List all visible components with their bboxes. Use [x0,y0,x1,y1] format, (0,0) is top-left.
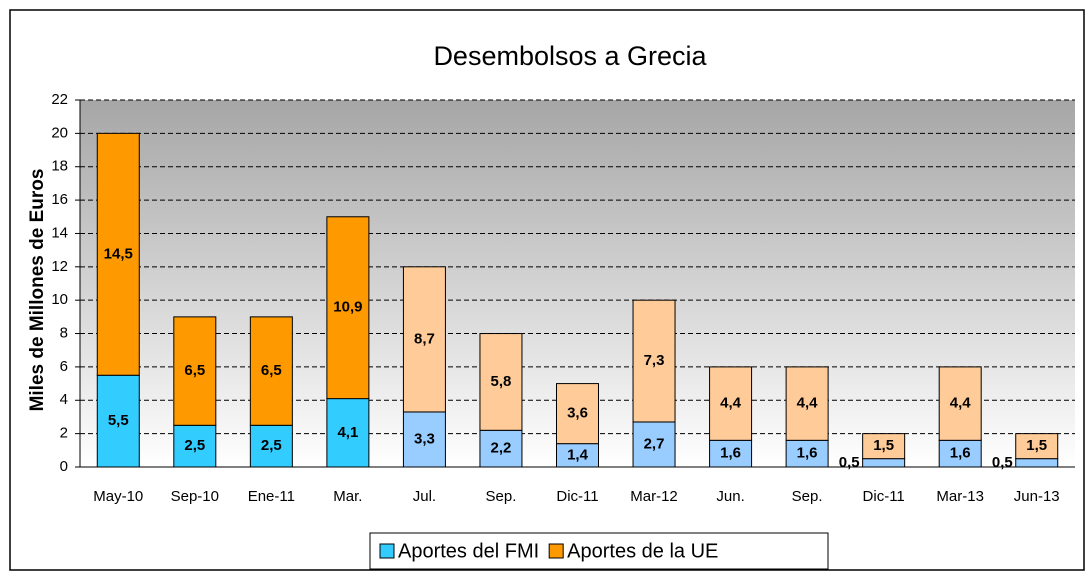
y-tick-label: 16 [51,191,68,208]
x-tick-label: Ene-11 [248,488,295,505]
value-label: 14,5 [104,245,133,262]
bar-segment [249,316,293,426]
value-label: 8,7 [414,330,435,347]
value-label: 0,5 [992,454,1013,471]
x-tick-label: Dic-11 [863,488,905,505]
value-label: 1,5 [873,437,894,454]
value-label: 2,7 [644,435,665,452]
x-tick-label: Mar-12 [630,488,678,505]
value-label: 1,6 [950,445,971,462]
value-label: 4,4 [950,395,972,412]
value-label: 0,5 [839,454,860,471]
bar-segment [326,398,370,468]
value-label: 3,6 [567,405,588,422]
y-tick-label: 20 [51,124,68,141]
bar-segment [556,383,599,445]
value-label: 1,6 [720,445,741,462]
bar-segment [632,299,676,423]
y-tick-label: 4 [60,391,68,408]
value-label: 5,5 [108,412,129,429]
legend-swatch [379,543,395,559]
legend-box [369,532,829,570]
bar-segment [785,366,829,441]
value-label: 1,4 [567,446,589,463]
bar-segment [709,366,753,441]
value-label: 1,5 [1026,437,1047,454]
value-label: 1,6 [797,445,818,462]
legend-label: Aportes de la UE [567,540,718,562]
value-label: 4,4 [797,395,819,412]
bar-segment [402,266,446,413]
y-tick-label: 14 [51,224,68,241]
bar-segment [632,421,676,468]
bar-segment [709,439,753,468]
bar-segment [938,366,982,441]
x-tick-label: Sep. [792,488,823,505]
legend-swatch [548,543,564,559]
chart-title: Desembolsos a Grecia [433,41,707,71]
value-label: 7,3 [644,352,665,369]
y-tick-label: 0 [60,458,68,475]
value-label: 2,2 [491,440,512,457]
x-tick-label: Mar-13 [936,488,984,505]
value-label: 6,5 [184,362,205,379]
bar-segment [402,411,446,468]
legend-label: Aportes del FMI [398,540,539,562]
bar-segment [479,429,523,468]
y-tick-label: 10 [51,291,68,308]
y-tick-label: 8 [60,325,68,342]
y-tick-label: 12 [51,258,68,275]
bar-segment [862,458,906,468]
x-tick-label: Jun-13 [1014,488,1060,505]
bar-segment [479,333,523,431]
y-tick-label: 2 [60,425,68,442]
y-axis-label: Miles de Millones de Euros [27,169,48,412]
x-tick-label: Mar. [333,488,362,505]
x-tick-label: Sep-10 [171,488,219,505]
bar-segment [249,424,293,468]
y-tick-label: 6 [60,358,68,375]
bar-segment [326,216,370,400]
x-tick-label: Jun. [716,488,744,505]
bar-segment [1015,458,1059,468]
value-label: 10,9 [333,299,362,316]
bar-segment [173,424,217,468]
x-tick-label: Sep. [486,488,517,505]
value-label: 4,1 [337,424,358,441]
x-tick-label: Jul. [413,488,436,505]
x-tick-label: Dic-11 [556,488,598,505]
value-label: 2,5 [184,437,205,454]
bar-segment [1015,433,1059,460]
value-label: 5,8 [491,373,512,390]
y-tick-label: 18 [51,158,68,175]
bar-segment [96,132,140,376]
value-label: 3,3 [414,430,435,447]
y-tick-label: 22 [51,91,68,108]
bar-segment [173,316,217,426]
bar-segment [862,433,906,460]
x-tick-label: May-10 [93,488,143,505]
value-label: 6,5 [261,362,282,379]
value-label: 2,5 [261,437,282,454]
bar-segment [785,439,829,468]
value-label: 4,4 [720,395,742,412]
